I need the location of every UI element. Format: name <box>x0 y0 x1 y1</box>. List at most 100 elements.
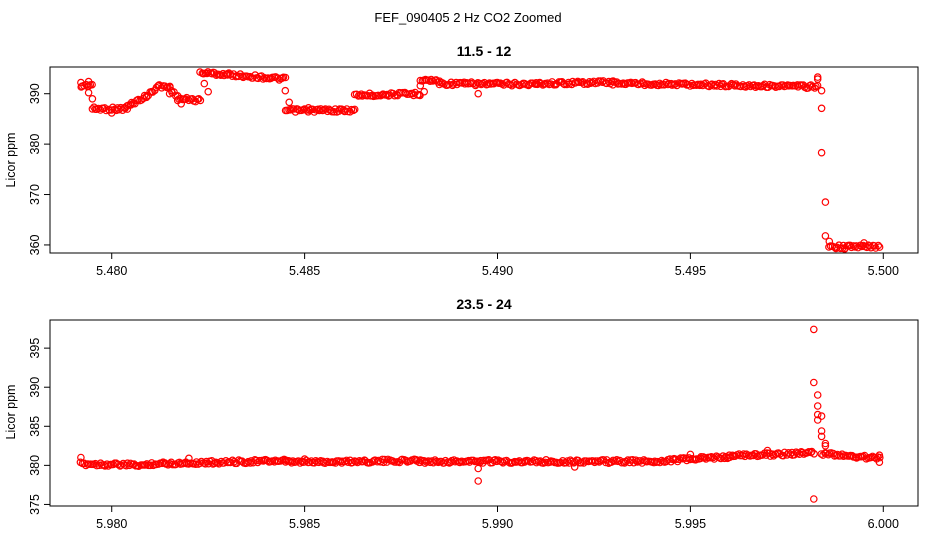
data-point <box>210 459 219 468</box>
data-point <box>427 75 436 84</box>
data-point <box>817 148 826 157</box>
data-point <box>166 82 174 91</box>
y-tick-label: 395 <box>28 338 42 359</box>
data-point <box>491 455 500 464</box>
data-point <box>141 461 150 469</box>
y-axis: 360 370 380 390 <box>28 83 51 255</box>
x-tick-label: 5.495 <box>675 264 706 278</box>
data-point <box>321 105 330 113</box>
data-point <box>192 458 201 466</box>
data-point <box>278 74 287 82</box>
data-point <box>281 86 290 95</box>
data-point <box>838 450 846 459</box>
data-point <box>810 449 818 458</box>
data-point <box>697 80 705 89</box>
data-point <box>252 456 261 465</box>
data-point <box>821 232 830 240</box>
data-point <box>304 104 313 112</box>
data-point <box>813 416 822 424</box>
data-point <box>314 105 322 114</box>
data-point <box>825 237 834 246</box>
data-point <box>484 80 492 89</box>
x-tick-label: 5.985 <box>289 517 320 531</box>
data-point <box>474 477 483 485</box>
data-point <box>185 454 193 463</box>
data-point <box>559 80 568 88</box>
data-point <box>621 457 630 466</box>
y-axis-label: Licor ppm <box>4 385 18 440</box>
data-point <box>353 458 362 467</box>
data-point <box>84 88 93 97</box>
data-point <box>466 79 475 88</box>
data-point <box>474 89 483 98</box>
data-point <box>807 447 816 456</box>
x-tick-label: 5.990 <box>482 517 513 531</box>
data-point <box>154 82 162 90</box>
x-tick-label: 5.480 <box>96 264 127 278</box>
data-point <box>707 81 715 89</box>
y-axis: 375 380 385 390 395 <box>28 338 51 515</box>
data-point <box>809 495 818 503</box>
data-point <box>840 245 849 253</box>
x-axis: 5.480 5.485 5.490 5.495 5.500 <box>96 252 899 278</box>
data-point <box>349 106 358 115</box>
data-point <box>165 89 174 98</box>
data-point <box>745 81 753 89</box>
y-tick-label: 375 <box>28 494 42 515</box>
data-point <box>350 105 359 114</box>
data-point <box>263 456 272 465</box>
data-point <box>77 453 85 462</box>
data-point <box>168 460 177 469</box>
panel-title: 23.5 - 24 <box>456 296 511 312</box>
scatter-panel-2: 23.5 - 24 Licor ppm 5.980 5.985 5.990 5.995… <box>4 296 919 531</box>
data-point <box>817 104 826 113</box>
data-point <box>817 432 826 441</box>
data-point <box>368 91 377 100</box>
data-point <box>560 80 569 89</box>
data-point <box>77 78 85 87</box>
data-point <box>420 87 429 96</box>
data-point <box>142 93 151 102</box>
data-point <box>401 89 410 98</box>
data-point <box>316 105 325 113</box>
data-point <box>763 446 772 455</box>
data-point <box>821 439 830 448</box>
y-axis-label: Licor ppm <box>4 133 18 188</box>
data-point <box>821 441 830 450</box>
data-point <box>611 457 619 465</box>
data-point <box>856 241 865 250</box>
data-point <box>127 101 135 109</box>
data-point <box>817 450 826 458</box>
y-tick-label: 380 <box>28 134 42 155</box>
data-point <box>310 458 319 467</box>
data-point <box>809 325 818 334</box>
data-point <box>660 81 669 89</box>
x-tick-label: 5.995 <box>675 517 706 531</box>
scatter-panel-1: 11.5 - 12 Licor ppm 5.480 5.485 5.490 5.495… <box>4 43 919 278</box>
data-point <box>875 451 884 460</box>
data-point <box>631 456 640 465</box>
data-point <box>202 457 211 466</box>
data-point <box>196 96 205 105</box>
data-point <box>416 91 424 100</box>
x-tick-label: 5.980 <box>96 517 127 531</box>
data-point <box>686 450 695 459</box>
data-point <box>875 243 884 251</box>
data-point <box>726 453 735 461</box>
x-tick-label: 5.500 <box>868 264 899 278</box>
data-point <box>300 455 309 463</box>
y-tick-label: 385 <box>28 416 42 437</box>
data-point <box>281 73 290 82</box>
data-point <box>177 100 186 108</box>
data-point <box>692 455 701 463</box>
data-point <box>817 427 826 435</box>
data-point <box>673 81 681 90</box>
plot-frame <box>49 319 919 507</box>
data-point <box>867 243 875 252</box>
data-point <box>708 80 716 89</box>
data-point <box>813 73 822 81</box>
data-point <box>107 109 116 117</box>
x-tick-label: 5.485 <box>289 264 320 278</box>
data-point <box>445 80 453 89</box>
data-point <box>204 87 213 96</box>
